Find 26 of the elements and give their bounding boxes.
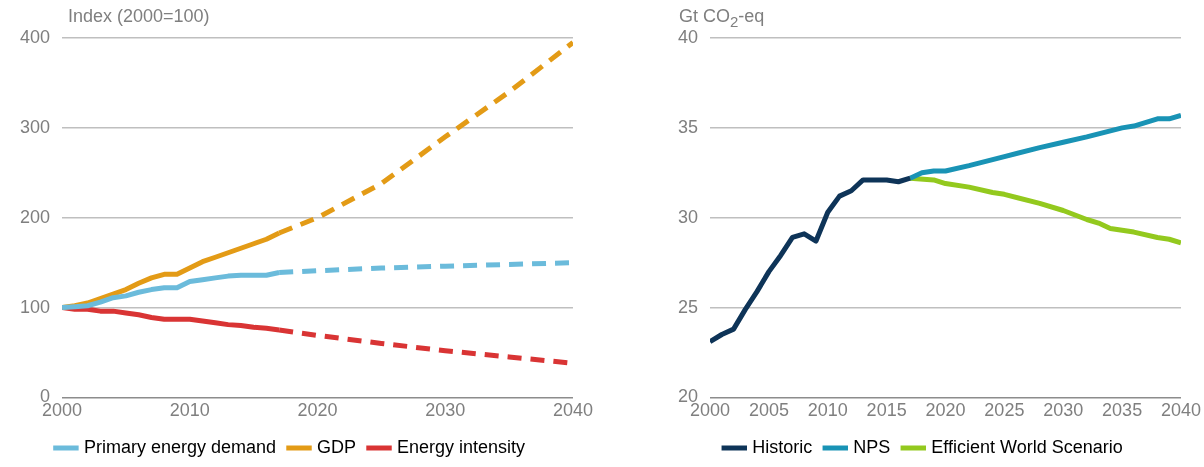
x-tick-label: 2010 <box>169 400 210 421</box>
legend-label: Energy intensity <box>397 436 526 457</box>
x-tick-label: 2005 <box>748 400 789 421</box>
y-tick-label: 30 <box>677 206 699 227</box>
legend-label: GDP <box>317 436 357 457</box>
y-tick-label: 200 <box>19 206 51 227</box>
x-tick-label: 2030 <box>425 400 466 421</box>
legend-label: NPS <box>853 436 891 457</box>
legend-label: Primary energy demand <box>83 436 277 457</box>
legend-label: Historic <box>752 436 813 457</box>
x-tick-label: 2015 <box>866 400 907 421</box>
x-tick-label: 2010 <box>807 400 848 421</box>
x-tick-label: 2035 <box>1102 400 1143 421</box>
y-tick-label: 100 <box>19 296 51 317</box>
y-axis-title: Index (2000=100) <box>68 6 210 27</box>
x-tick-label: 2020 <box>925 400 966 421</box>
x-tick-label: 2030 <box>1043 400 1084 421</box>
y-tick-label: 300 <box>19 116 51 137</box>
x-tick-label: 2020 <box>297 400 338 421</box>
y-tick-label: 25 <box>677 296 699 317</box>
x-tick-label: 2025 <box>984 400 1025 421</box>
y-tick-label: 35 <box>677 116 699 137</box>
y-tick-label: 400 <box>19 26 51 47</box>
x-tick-label: 2040 <box>552 400 593 421</box>
legend-label: Efficient World Scenario <box>931 436 1123 457</box>
x-tick-label: 2040 <box>1160 400 1201 421</box>
